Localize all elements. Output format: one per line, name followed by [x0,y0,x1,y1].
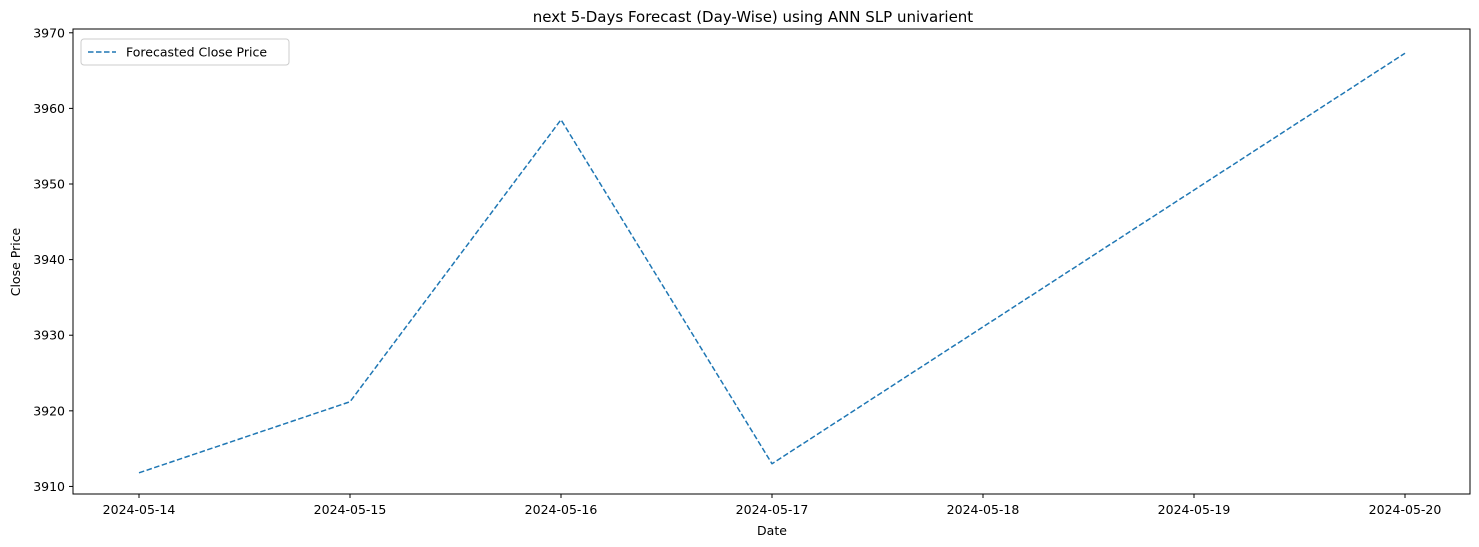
x-tick-label: 2024-05-20 [1369,502,1442,517]
chart-title: next 5-Days Forecast (Day-Wise) using AN… [533,8,974,26]
x-tick-label: 2024-05-14 [103,502,176,517]
legend-label: Forecasted Close Price [126,45,267,60]
x-tick-label: 2024-05-18 [947,502,1020,517]
x-tick-label: 2024-05-17 [736,502,809,517]
y-tick-label: 3970 [33,25,65,40]
x-tick-label: 2024-05-15 [314,502,387,517]
x-tick-label: 2024-05-16 [525,502,598,517]
y-axis-label: Close Price [8,227,23,296]
y-tick-label: 3910 [33,479,65,494]
y-tick-label: 3930 [33,328,65,343]
y-tick-label: 3940 [33,252,65,267]
x-tick-label: 2024-05-19 [1158,502,1231,517]
legend: Forecasted Close Price [81,39,289,65]
y-tick-label: 3920 [33,403,65,418]
y-tick-label: 3950 [33,177,65,192]
y-tick-label: 3960 [33,101,65,116]
x-axis-label: Date [757,523,787,538]
